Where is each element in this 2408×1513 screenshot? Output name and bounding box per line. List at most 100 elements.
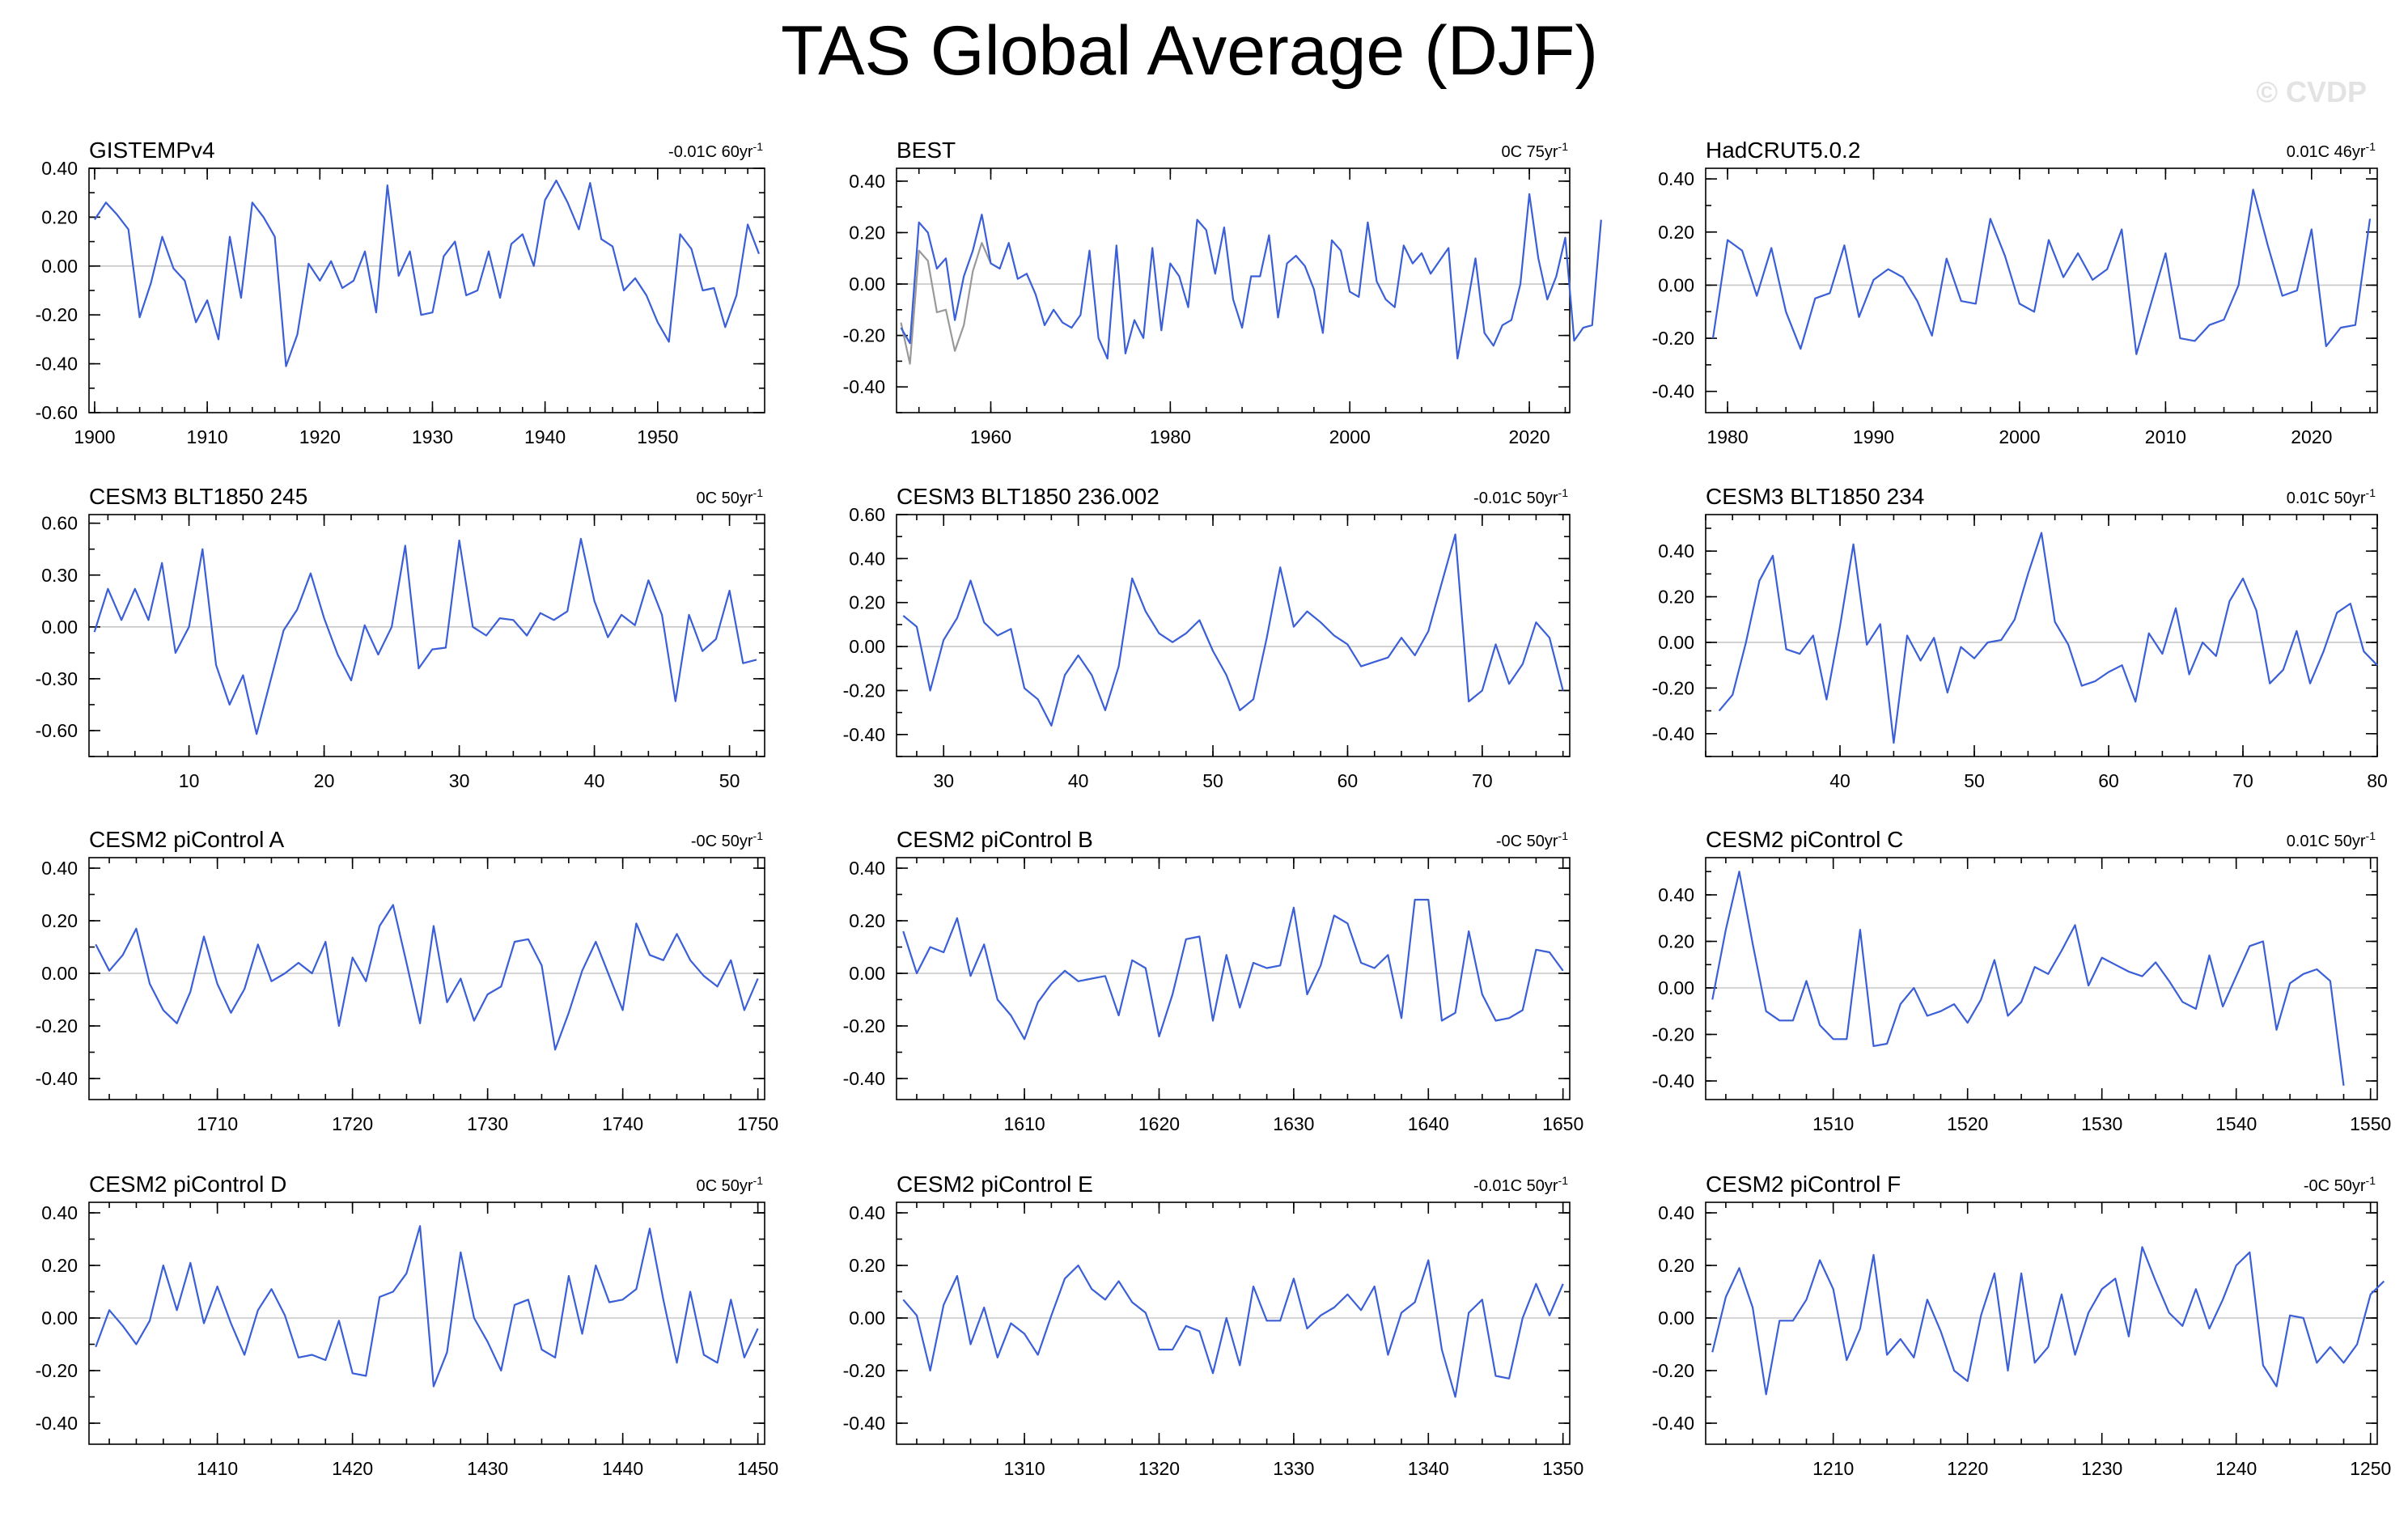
panel-title: CESM2 piControl A [89, 827, 285, 852]
x-tick-label: 2020 [2291, 426, 2332, 447]
y-tick-label: 0.20 [849, 910, 885, 931]
panel-trend-label: -0.01C 50yr-1 [1473, 486, 1568, 507]
x-tick-label: 2010 [2145, 426, 2186, 447]
series-line [900, 193, 1602, 360]
panel-title: CESM3 BLT1850 236.002 [897, 484, 1159, 509]
y-tick-label: 0.00 [849, 636, 885, 657]
plot-frame [896, 167, 1571, 413]
y-tick-label: -0.40 [36, 354, 78, 375]
y-tick-label: -0.40 [1652, 1070, 1694, 1091]
x-tick-label: 1520 [1947, 1113, 1988, 1134]
x-tick-label: 1440 [602, 1458, 643, 1479]
y-tick-label: 0.00 [41, 617, 78, 638]
x-tick-label: 10 [179, 770, 200, 791]
watermark: © CVDP [2256, 75, 2367, 108]
y-tick-label: -0.40 [1652, 723, 1694, 744]
x-tick-label: 1240 [2215, 1458, 2257, 1479]
panel-title: CESM2 piControl D [89, 1172, 286, 1197]
x-tick-label: 1410 [197, 1458, 238, 1479]
secondary-series-line [900, 242, 992, 365]
panel-title: CESM2 piControl C [1706, 827, 1903, 852]
y-tick-label: 0.00 [849, 963, 885, 984]
y-tick-label: 0.40 [849, 1202, 885, 1223]
x-tick-label: 1990 [1853, 426, 1894, 447]
x-tick-label: 80 [2367, 770, 2388, 791]
plot-frame [1705, 514, 2378, 757]
x-tick-label: 1510 [1812, 1113, 1854, 1134]
y-tick-label: 0.00 [849, 273, 885, 295]
x-tick-label: 2000 [1329, 426, 1371, 447]
x-tick-label: 1730 [467, 1113, 508, 1134]
y-tick-label: -0.40 [843, 376, 885, 397]
y-tick-label: 0.20 [849, 222, 885, 243]
panel-trend-label: 0C 50yr-1 [697, 486, 764, 507]
x-tick-label: 1320 [1138, 1458, 1180, 1479]
plot-frame [1705, 167, 2378, 413]
y-tick-label: -0.60 [36, 402, 78, 423]
y-tick-label: 0.20 [41, 1255, 78, 1276]
x-tick-label: 40 [1829, 770, 1851, 791]
x-tick-label: 1330 [1273, 1458, 1314, 1479]
panel-trend-label: 0.01C 50yr-1 [2287, 486, 2376, 507]
x-tick-label: 1740 [602, 1113, 643, 1134]
y-tick-label: 0.40 [849, 548, 885, 569]
x-tick-label: 1930 [412, 426, 453, 447]
panel-trend-label: -0C 50yr-1 [2304, 1174, 2376, 1195]
x-tick-label: 70 [1472, 770, 1493, 791]
panel-10: CESM2 piControl D 0C 50yr-1 -0.40 -0.20 0.00… [36, 1172, 779, 1479]
y-tick-label: 0.20 [849, 1255, 885, 1276]
x-tick-label: 1310 [1003, 1458, 1045, 1479]
series-line [93, 537, 757, 735]
series-line [1711, 871, 2345, 1086]
y-tick-label: 0.20 [1658, 1255, 1694, 1276]
plot-frame [88, 1202, 765, 1445]
y-tick-label: -0.20 [1652, 677, 1694, 698]
y-tick-label: 0.00 [41, 256, 78, 277]
y-tick-label: 0.00 [1658, 1307, 1694, 1329]
x-tick-label: 1210 [1812, 1458, 1854, 1479]
x-tick-label: 1550 [2350, 1113, 2391, 1134]
y-tick-label: -0.40 [843, 724, 885, 745]
y-tick-label: 0.00 [41, 1307, 78, 1329]
x-tick-label: 1630 [1273, 1113, 1314, 1134]
x-tick-label: 1910 [187, 426, 228, 447]
x-tick-label: 1950 [637, 426, 678, 447]
panel-2: BEST 0C 75yr-1 -0.40 -0.20 0.00 0.20 0.40 1960 1… [843, 138, 1602, 447]
y-tick-label: 0.40 [41, 858, 78, 879]
plot-frame [896, 857, 1571, 1100]
y-tick-label: 0.20 [41, 206, 78, 227]
y-tick-label: 0.20 [41, 910, 78, 931]
panel-title: CESM3 BLT1850 245 [89, 484, 307, 509]
y-tick-label: 0.60 [41, 513, 78, 534]
x-tick-label: 1430 [467, 1458, 508, 1479]
plot-frame [88, 514, 765, 757]
y-tick-label: 0.30 [41, 565, 78, 586]
panel-8: CESM2 piControl B -0C 50yr-1 -0.40 -0.20 0.0… [843, 827, 1584, 1134]
x-tick-label: 1900 [74, 426, 115, 447]
panel-5: CESM3 BLT1850 236.002 -0.01C 50yr-1 -0.40 -… [843, 484, 1571, 791]
y-tick-label: 0.40 [1658, 1202, 1694, 1223]
panel-title: HadCRUT5.0.2 [1706, 138, 1860, 163]
y-tick-label: 0.40 [1658, 168, 1694, 189]
y-tick-label: -0.20 [843, 1015, 885, 1036]
y-tick-label: -0.20 [1652, 1024, 1694, 1045]
series-line [902, 898, 1564, 1040]
y-tick-label: -0.40 [1652, 1413, 1694, 1434]
x-tick-label: 40 [584, 770, 605, 791]
series-line [902, 1259, 1564, 1398]
y-tick-label: -0.40 [843, 1413, 885, 1434]
x-tick-label: 1620 [1138, 1113, 1180, 1134]
x-tick-label: 1980 [1706, 426, 1748, 447]
y-tick-label: 0.40 [849, 858, 885, 879]
y-tick-label: -0.20 [36, 1360, 78, 1381]
x-tick-label: 1350 [1542, 1458, 1583, 1479]
x-tick-label: 50 [719, 770, 740, 791]
panel-trend-label: 0C 50yr-1 [697, 1174, 764, 1195]
panel-title: CESM2 piControl B [897, 827, 1093, 852]
x-tick-label: 1710 [197, 1113, 238, 1134]
y-tick-label: 0.40 [1658, 540, 1694, 562]
x-tick-label: 30 [449, 770, 470, 791]
y-tick-label: -0.20 [843, 1360, 885, 1381]
x-tick-label: 20 [314, 770, 335, 791]
x-tick-label: 60 [1338, 770, 1359, 791]
